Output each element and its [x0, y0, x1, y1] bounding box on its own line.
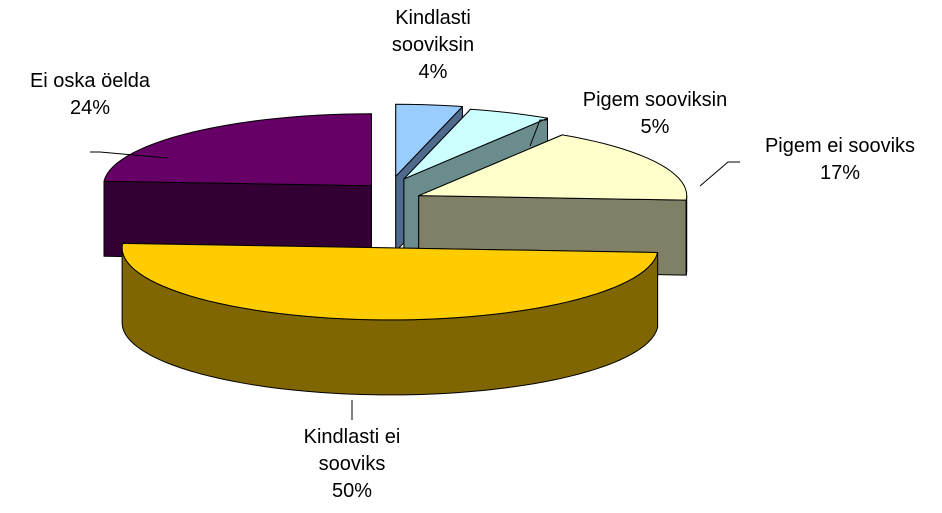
label-value: 50% — [331, 480, 373, 502]
slice-top — [418, 134, 688, 201]
label-name: Pigem ei sooviks — [764, 135, 916, 157]
label-name: Ei oska öelda — [29, 70, 151, 92]
label-value: 17% — [819, 162, 861, 184]
label-name: Kindlasti sooviksin — [391, 7, 475, 56]
leader-line — [529, 119, 548, 147]
data-label: Kindlasti sooviksin 4% — [378, 5, 488, 86]
slice-top — [103, 113, 372, 187]
leader-line — [90, 151, 169, 159]
label-value: 4% — [418, 61, 448, 83]
slice-top — [403, 108, 549, 180]
leader-line — [699, 161, 740, 187]
slice-wall — [685, 195, 688, 276]
data-label: Pigem sooviksin 5% — [540, 87, 770, 141]
label-value: 24% — [69, 97, 111, 119]
data-label: Ei oska öelda 24% — [0, 68, 190, 122]
data-label: Pigem ei sooviks 17% — [730, 133, 942, 187]
data-label: Kindlasti ei sooviks 50% — [272, 424, 432, 505]
slice-top — [121, 242, 659, 321]
label-name: Kindlasti ei sooviks — [303, 426, 401, 475]
label-value: 5% — [640, 116, 670, 138]
slice — [103, 113, 372, 262]
slice-top — [395, 103, 463, 177]
slice — [121, 242, 659, 396]
label-name: Pigem sooviksin — [582, 89, 728, 111]
